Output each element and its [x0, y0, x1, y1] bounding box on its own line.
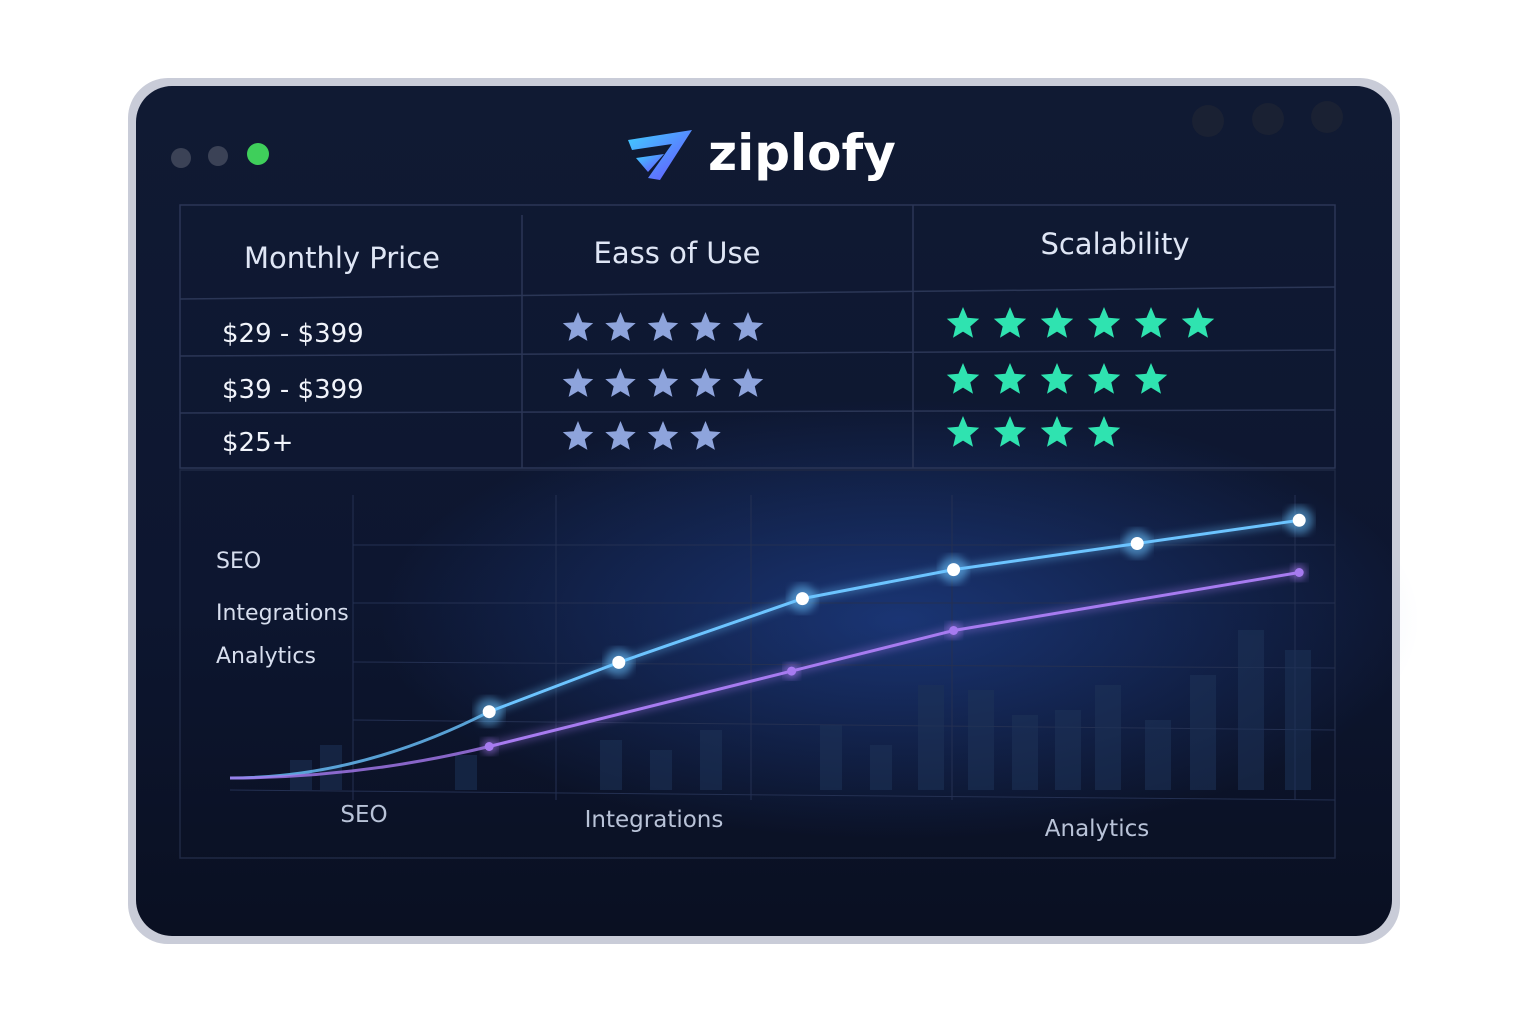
star — [647, 421, 679, 450]
star — [1087, 307, 1121, 338]
star — [732, 312, 764, 341]
scalability-rating — [946, 416, 1121, 447]
point — [612, 655, 626, 669]
scalability-rating — [946, 363, 1168, 394]
table-grid — [179, 204, 1336, 859]
line-tail — [229, 745, 490, 780]
window-button[interactable] — [1311, 101, 1343, 133]
star — [1134, 307, 1168, 338]
point — [947, 563, 961, 577]
star — [605, 312, 636, 341]
star — [690, 421, 721, 450]
point — [482, 705, 496, 719]
star — [647, 312, 679, 341]
star — [993, 307, 1027, 338]
point — [484, 742, 494, 751]
ease-rating — [562, 312, 764, 341]
star — [1181, 307, 1215, 338]
window-button[interactable] — [1252, 103, 1284, 135]
price-cell: $39 - $399 — [222, 375, 364, 405]
star — [946, 416, 980, 447]
star — [993, 363, 1027, 394]
window-dot[interactable] — [208, 146, 228, 166]
star — [1040, 416, 1074, 447]
ease-rating — [562, 368, 764, 397]
star — [605, 421, 636, 450]
star — [562, 312, 594, 341]
price-cell: $29 - $399 — [222, 319, 364, 349]
column-header: Eass of Use — [594, 236, 761, 270]
row-label: SEO — [216, 549, 261, 574]
star — [562, 368, 594, 397]
brand-name: ziplofy — [708, 124, 896, 182]
price-cell: $25+ — [222, 428, 293, 458]
x-label: Integrations — [585, 807, 724, 833]
line — [488, 571, 1300, 748]
window-dot[interactable] — [171, 148, 191, 168]
star — [732, 368, 764, 397]
logo-icon — [628, 130, 692, 180]
column-header: Scalability — [1040, 227, 1189, 261]
point — [949, 626, 959, 635]
star — [946, 363, 980, 394]
point — [1294, 568, 1304, 577]
star — [993, 416, 1027, 447]
star — [647, 368, 679, 397]
scalability-rating — [946, 307, 1215, 338]
ease-rating — [562, 421, 721, 450]
star — [1040, 363, 1074, 394]
star — [1040, 307, 1074, 338]
row-label: Integrations — [216, 601, 349, 626]
star — [1134, 363, 1168, 394]
chart-grid — [229, 495, 1336, 801]
star — [562, 421, 594, 450]
star — [690, 368, 721, 397]
star — [1087, 363, 1121, 394]
x-label: SEO — [340, 802, 387, 828]
point — [787, 666, 797, 676]
point — [1292, 513, 1306, 527]
line — [488, 518, 1300, 714]
window-dot[interactable] — [247, 143, 269, 165]
row-label: Analytics — [216, 644, 316, 669]
star — [605, 368, 636, 397]
star — [1087, 416, 1121, 447]
column-header: Monthly Price — [244, 241, 440, 275]
star — [946, 307, 980, 338]
star — [690, 312, 721, 341]
point — [795, 592, 809, 606]
window-button[interactable] — [1192, 105, 1224, 137]
x-label: Analytics — [1045, 816, 1149, 842]
point — [1130, 537, 1144, 550]
